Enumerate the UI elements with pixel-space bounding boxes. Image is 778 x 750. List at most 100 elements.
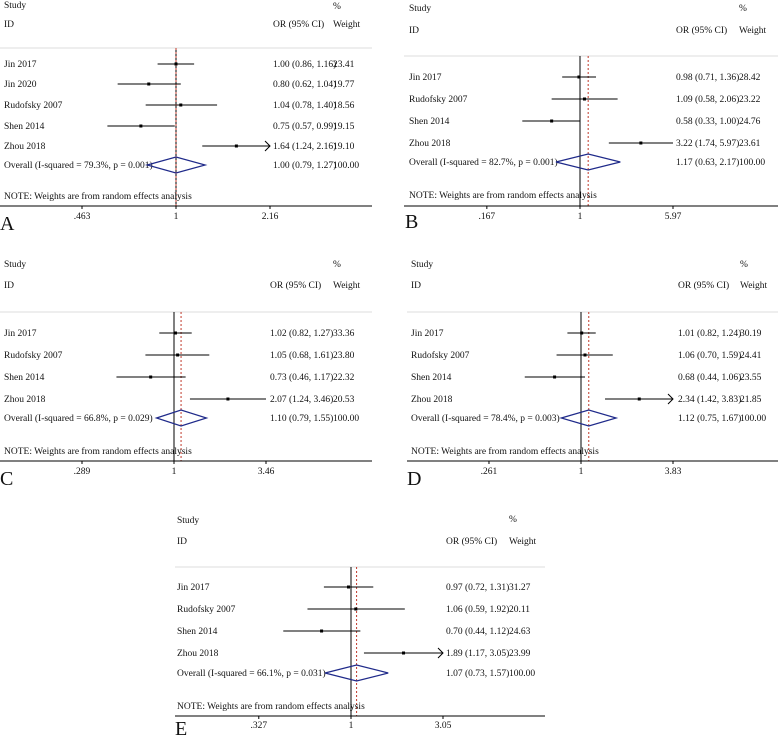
- overall-diamond: [154, 409, 209, 427]
- overall-label: Overall (I-squared = 66.8%, p = 0.029): [4, 413, 153, 424]
- overall-weight-value: 100.00: [509, 669, 535, 679]
- overall-diamond: [555, 153, 621, 171]
- or-ci-value: 0.68 (0.44, 1.06): [678, 372, 741, 383]
- header-percent: %: [333, 2, 341, 12]
- x-tick-label: 5.97: [665, 212, 682, 222]
- study-label: Rudofsky 2007: [4, 350, 63, 361]
- ci-arrow: [437, 647, 444, 659]
- forest-plot-panel-d: Study ID% OR (95% CI) Weight Jin 2017 1.01 (0…: [407, 260, 778, 490]
- forest-plot-panel-b: Study ID% OR (95% CI) Weight Jin 2017 0.98 (0…: [404, 4, 778, 233]
- forest-plot-panel-c: Study ID% OR (95% CI) Weight Jin 2017 1.02 (0…: [0, 260, 372, 490]
- point-estimate: [147, 82, 151, 86]
- point-estimate: [402, 651, 406, 655]
- point-estimate: [639, 141, 643, 145]
- study-label: Shen 2014: [409, 117, 450, 127]
- or-ci-value: 0.80 (0.62, 1.04): [273, 79, 336, 90]
- x-tick-label: 3.83: [665, 467, 682, 477]
- header-study: Study: [411, 260, 433, 270]
- study-label: Zhou 2018: [409, 139, 451, 149]
- weight-value: 24.76: [739, 117, 761, 127]
- or-ci-value: 1.00 (0.86, 1.16): [273, 59, 336, 70]
- point-estimate: [637, 397, 641, 401]
- weight-value: 19.10: [333, 142, 355, 152]
- study-label: Shen 2014: [177, 627, 218, 637]
- study-label: Rudofsky 2007: [411, 350, 470, 361]
- x-tick-label: .289: [74, 467, 91, 477]
- header-weight: Weight: [333, 281, 361, 291]
- weights-note: NOTE: Weights are from random effects an…: [411, 446, 599, 457]
- or-ci-value: 3.22 (1.74, 5.97): [676, 138, 739, 149]
- or-ci-value: 2.07 (1.24, 3.46): [270, 394, 333, 405]
- or-ci-value: 1.02 (0.82, 1.27): [270, 328, 333, 339]
- point-estimate: [580, 331, 584, 335]
- x-tick-label: 3.05: [435, 721, 452, 731]
- study-label: Zhou 2018: [4, 395, 46, 405]
- or-ci-value: 1.06 (0.70, 1.59): [678, 350, 741, 361]
- study-label: Rudofsky 2007: [4, 100, 63, 111]
- panel-letter: A: [0, 213, 15, 235]
- weights-note: NOTE: Weights are from random effects an…: [409, 190, 597, 201]
- x-tick-label: .463: [74, 212, 91, 222]
- weight-value: 33.36: [333, 329, 355, 339]
- x-tick-label: 2.16: [262, 212, 279, 222]
- panel-letter: D: [407, 468, 421, 490]
- study-label: Jin 2017: [4, 60, 37, 70]
- study-label: Jin 2017: [411, 329, 444, 339]
- panel-letter: E: [175, 718, 187, 740]
- study-label: Rudofsky 2007: [177, 604, 236, 615]
- weight-value: 24.41: [740, 351, 762, 361]
- overall-or-ci-value: 1.07 (0.73, 1.57): [446, 668, 509, 679]
- point-estimate: [550, 119, 554, 123]
- overall-weight-value: 100.00: [333, 161, 359, 171]
- x-tick-label: 1: [174, 212, 179, 222]
- weight-value: 23.61: [739, 139, 761, 149]
- overall-diamond: [559, 409, 619, 427]
- point-estimate: [174, 62, 178, 66]
- header-or-ci: OR (95% CI): [273, 19, 324, 30]
- weight-value: 23.55: [740, 373, 762, 383]
- overall-label: Overall (I-squared = 79.3%, p = 0.001): [4, 160, 153, 171]
- header-percent: %: [333, 260, 341, 270]
- point-estimate: [354, 607, 358, 611]
- point-estimate: [577, 75, 581, 79]
- or-ci-value: 1.09 (0.58, 2.06): [676, 94, 739, 105]
- overall-or-ci-value: 1.12 (0.75, 1.67): [678, 413, 741, 424]
- header-or-ci: OR (95% CI): [270, 280, 321, 291]
- x-tick-label: 1: [349, 721, 354, 731]
- weight-value: 24.63: [509, 627, 531, 637]
- point-estimate: [139, 124, 143, 128]
- x-tick-label: .327: [250, 721, 267, 731]
- or-ci-value: 2.34 (1.42, 3.83): [678, 394, 741, 405]
- point-estimate: [553, 375, 557, 379]
- point-estimate: [234, 144, 238, 148]
- or-ci-value: 1.89 (1.17, 3.05): [446, 648, 509, 659]
- weight-value: 20.11: [509, 605, 530, 615]
- header-or-ci: OR (95% CI): [676, 25, 727, 36]
- or-ci-value: 1.04 (0.78, 1.40): [273, 100, 336, 111]
- weight-value: 20.53: [333, 395, 355, 405]
- header-study: Study: [409, 4, 431, 14]
- overall-diamond: [144, 156, 208, 174]
- header-id: ID: [4, 281, 14, 291]
- panel-letter: C: [0, 468, 13, 490]
- point-estimate: [179, 103, 183, 107]
- or-ci-value: 0.75 (0.57, 0.99): [273, 121, 336, 132]
- header-weight: Weight: [740, 281, 768, 291]
- point-estimate: [582, 97, 586, 101]
- weight-value: 18.56: [333, 101, 355, 111]
- study-label: Zhou 2018: [177, 649, 219, 659]
- point-estimate: [173, 331, 177, 335]
- overall-label: Overall (I-squared = 82.7%, p = 0.001): [409, 157, 558, 168]
- overall-weight-value: 100.00: [333, 414, 359, 424]
- weight-value: 28.42: [739, 73, 761, 83]
- header-or-ci: OR (95% CI): [446, 536, 497, 547]
- or-ci-value: 0.58 (0.33, 1.00): [676, 116, 739, 127]
- study-label: Jin 2017: [4, 329, 37, 339]
- header-id: ID: [177, 537, 187, 547]
- forest-plot-panel-e: Study ID% OR (95% CI) Weight Jin 2017 0.97 (0…: [175, 515, 545, 740]
- header-id: ID: [409, 26, 419, 36]
- header-id: ID: [4, 20, 14, 30]
- x-tick-label: 1: [172, 467, 177, 477]
- header-percent: %: [739, 4, 747, 14]
- point-estimate: [320, 629, 324, 633]
